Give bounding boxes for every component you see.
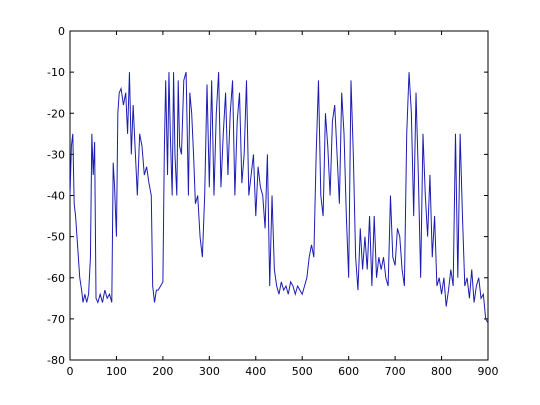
y-tick-label: -30 xyxy=(47,148,65,161)
y-tick-label: 0 xyxy=(58,25,65,38)
x-tick-label: 700 xyxy=(385,365,406,378)
y-tick-label: -60 xyxy=(47,272,65,285)
x-tick-label: 100 xyxy=(106,365,127,378)
x-tick-label: 400 xyxy=(245,365,266,378)
y-tick-label: -50 xyxy=(47,231,65,244)
y-tick-label: -80 xyxy=(47,354,65,367)
x-tick-label: 300 xyxy=(199,365,220,378)
y-tick-label: -10 xyxy=(47,66,65,79)
y-tick-label: -20 xyxy=(47,107,65,120)
x-tick-label: 900 xyxy=(478,365,499,378)
y-tick-label: -40 xyxy=(47,190,65,203)
x-tick-label: 500 xyxy=(292,365,313,378)
data-line xyxy=(69,71,489,324)
x-tick-label: 200 xyxy=(152,365,173,378)
x-tick-label: 800 xyxy=(431,365,452,378)
x-tick-label: 600 xyxy=(338,365,359,378)
x-tick-label: 0 xyxy=(67,365,74,378)
y-tick-label: -70 xyxy=(47,313,65,326)
